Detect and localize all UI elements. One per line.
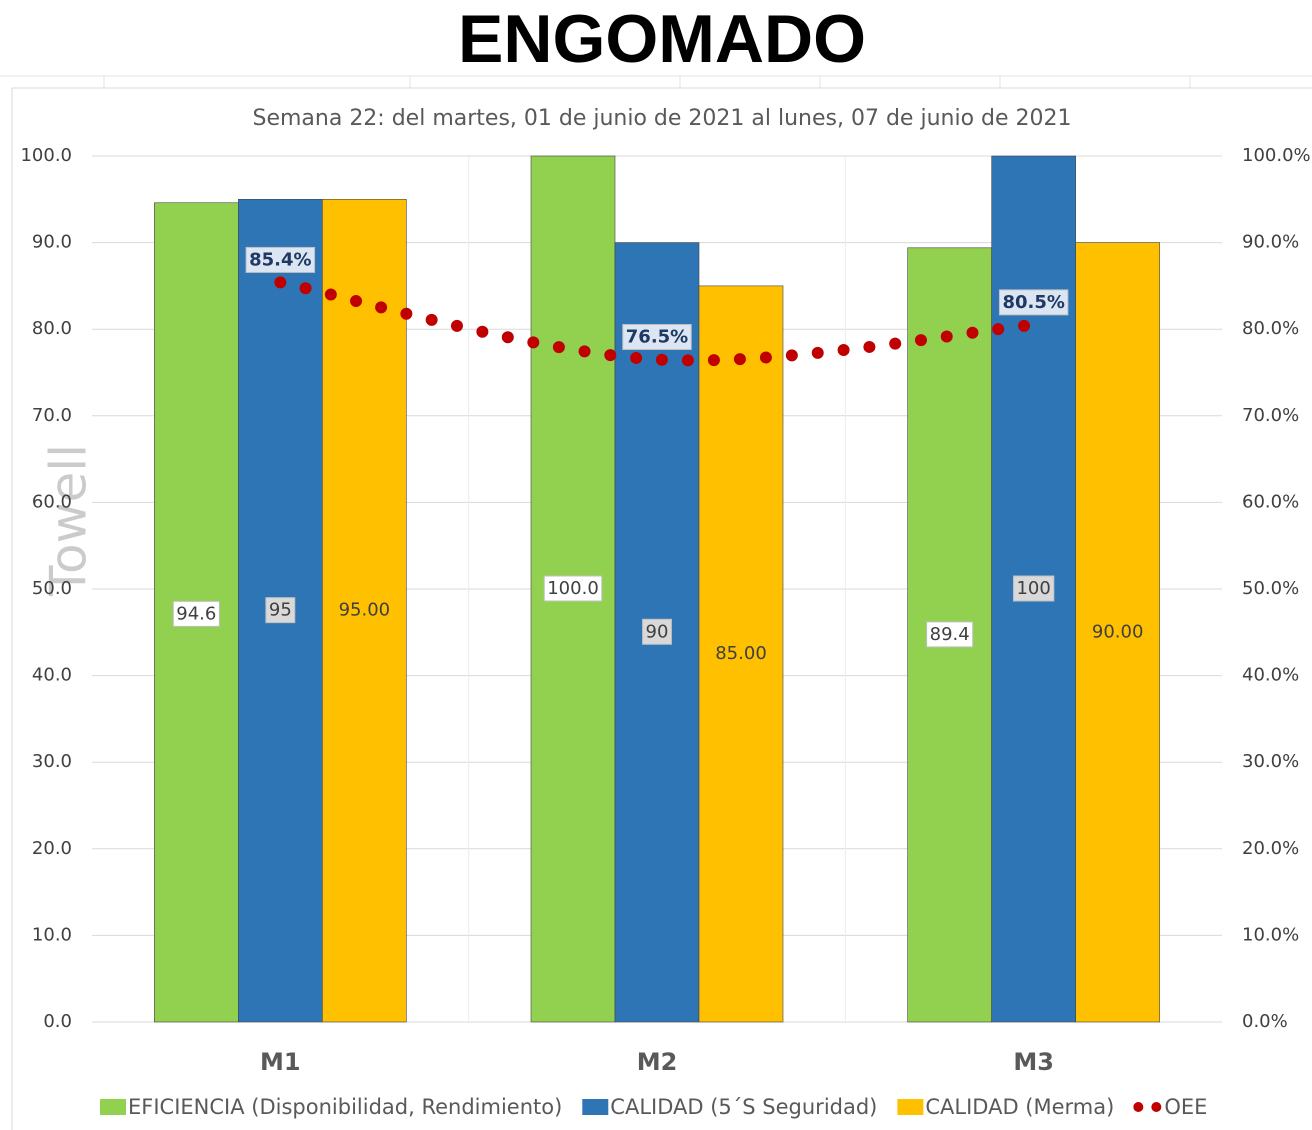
- oee-label-box: [622, 324, 692, 351]
- data-label: 90: [646, 621, 669, 642]
- legend-marker: [1133, 1102, 1144, 1112]
- oee-label-box: [245, 246, 316, 273]
- legend-swatch: [897, 1099, 924, 1115]
- x-tick-label: M3: [1013, 1048, 1054, 1076]
- y-tick-label: 80.0: [32, 318, 72, 339]
- y2-tick-label: 10.0%: [1242, 924, 1299, 945]
- bar: [1075, 242, 1160, 1023]
- oee-label-box: [998, 289, 1069, 316]
- y-tick-label: 30.0: [32, 751, 72, 772]
- data-label: 95: [269, 600, 292, 621]
- legend-swatch: [100, 1099, 126, 1115]
- legend-label: CALIDAD (Merma): [925, 1095, 1114, 1119]
- data-label: 85.00: [715, 643, 767, 664]
- chart-title: ENGOMADO: [458, 1, 866, 77]
- y2-tick-label: 20.0%: [1242, 838, 1299, 859]
- data-label: 94.6: [176, 603, 216, 624]
- y-tick-label: 90.0: [32, 232, 72, 253]
- oee-line: [274, 276, 1040, 367]
- y2-tick-label: 40.0%: [1242, 665, 1299, 686]
- data-label-box: [1012, 575, 1055, 602]
- watermark: Towell: [40, 444, 98, 597]
- legend-marker: [1151, 1102, 1162, 1112]
- y2-tick-label: 0.0%: [1242, 1011, 1288, 1032]
- y2-tick-label: 50.0%: [1242, 578, 1299, 599]
- y-tick-label: 0.0: [43, 1011, 72, 1032]
- data-label: 100: [1016, 578, 1050, 599]
- y2-tick-label: 80.0%: [1242, 318, 1299, 339]
- data-label-box: [543, 575, 603, 602]
- data-label-box: [172, 600, 220, 627]
- y-tick-label: 60.0: [32, 491, 72, 512]
- y2-tick-label: 30.0%: [1242, 751, 1299, 772]
- data-label: 95.00: [339, 600, 391, 621]
- y-tick-label: 10.0: [32, 924, 72, 945]
- oee-label: 80.5%: [1002, 292, 1064, 313]
- y-tick-label: 70.0: [32, 405, 72, 426]
- data-label-box: [926, 621, 974, 648]
- legend-label: CALIDAD (5´S Seguridad): [610, 1095, 877, 1119]
- x-tick-label: M1: [260, 1048, 301, 1076]
- oee-label: 76.5%: [626, 327, 688, 348]
- y2-tick-label: 70.0%: [1242, 405, 1299, 426]
- y-tick-label: 100.0: [20, 145, 72, 166]
- legend-label: EFICIENCIA (Disponibilidad, Rendimiento): [128, 1095, 562, 1119]
- oee-label: 85.4%: [249, 249, 311, 270]
- data-label: 90.00: [1092, 621, 1144, 642]
- chart-subtitle: Semana 22: del martes, 01 de junio de 20…: [252, 106, 1071, 131]
- x-tick-label: M2: [637, 1048, 678, 1076]
- data-label-box: [265, 597, 296, 624]
- y2-tick-label: 60.0%: [1242, 491, 1299, 512]
- data-label-box: [642, 618, 672, 645]
- y2-tick-label: 100.0%: [1242, 145, 1311, 166]
- legend-swatch: [582, 1099, 609, 1115]
- sheet-grid: [0, 75, 1312, 88]
- y2-tick-label: 90.0%: [1242, 232, 1299, 253]
- data-label: 89.4: [930, 624, 970, 645]
- data-label: 100.0: [547, 578, 599, 599]
- y-tick-label: 20.0: [32, 838, 72, 859]
- legend-label: OEE: [1164, 1095, 1207, 1119]
- bar: [698, 285, 784, 1023]
- bar: [322, 199, 407, 1023]
- y-tick-label: 40.0: [32, 665, 72, 686]
- y-tick-label: 50.0: [32, 578, 72, 599]
